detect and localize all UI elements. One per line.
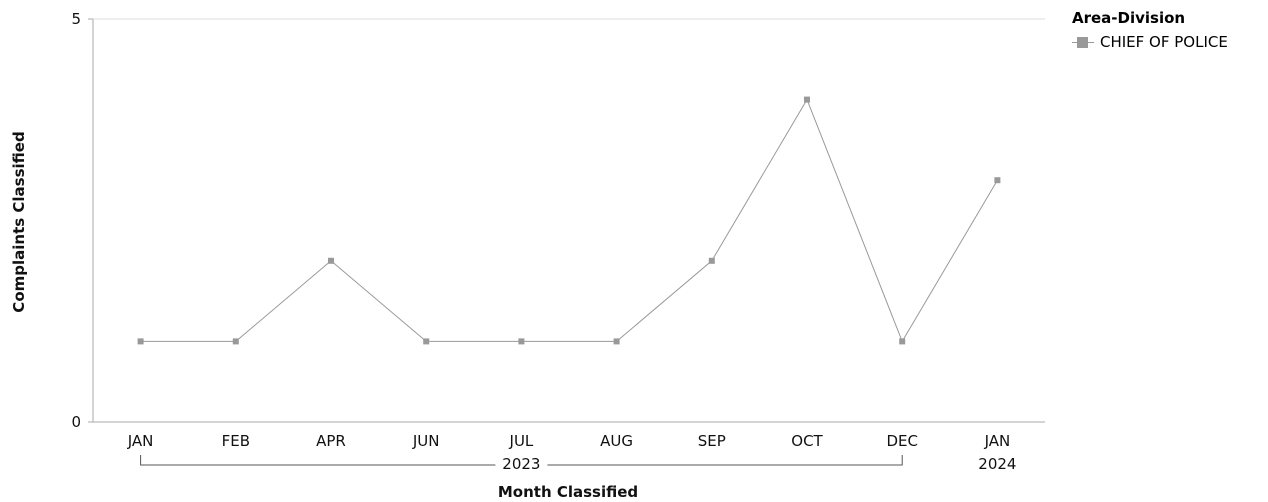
data-point [518,338,525,345]
y-tick-label: 5 [71,10,81,28]
data-point [804,96,810,103]
x-tick-labels: JAN FEB APR JUN JUL AUG SEP OCT DEC JAN [127,432,1010,450]
y-tick-labels: 05 [71,10,81,431]
data-point [994,177,1001,184]
data-point [137,338,144,345]
legend-item[interactable]: CHIEF OF POLICE [1072,33,1228,51]
x-tick-label: DEC [886,432,918,450]
data-point [899,338,906,345]
data-point [423,338,430,345]
year-group-label: 2024 [978,455,1016,473]
series-group [137,96,1001,345]
data-point [328,257,334,264]
data-point [613,338,620,345]
x-tick-label: OCT [791,432,823,450]
x-tick-label: FEB [222,432,250,450]
legend-title: Area-Division [1072,9,1186,27]
legend-label: CHIEF OF POLICE [1100,33,1228,51]
series-line [140,98,998,343]
x-tick-label: SEP [698,432,726,450]
y-tick-label: 0 [71,413,81,431]
legend-swatch-icon [1072,35,1094,49]
chart-axes [88,18,1045,423]
x-axis-title: Month Classified [498,483,638,501]
year-group-label: 2023 [502,455,540,473]
x-tick-label: APR [316,432,346,450]
data-point [708,257,715,264]
y-axis-title: Complaints Classified [10,131,28,312]
data-point [232,338,239,345]
year-group-brackets: 2023 2024 [140,455,1016,473]
x-tick-label: JAN [984,432,1011,450]
x-tick-label: JUN [412,432,440,450]
x-tick-label: JAN [127,432,154,450]
x-tick-label: AUG [600,432,633,450]
x-tick-label: JUL [509,432,534,450]
year-bracket-right [547,455,903,466]
legend: Area-Division CHIEF OF POLICE [1072,9,1228,51]
year-bracket-left [140,455,496,466]
